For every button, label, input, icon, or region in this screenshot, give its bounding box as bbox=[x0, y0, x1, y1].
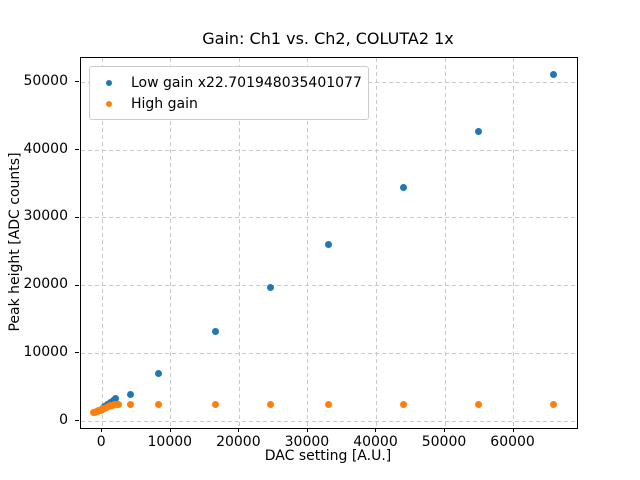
data-point-high-gain bbox=[267, 401, 275, 409]
plot-area: Low gain x22.701948035401077 High gain bbox=[80, 57, 578, 429]
x-tick-label: 20000 bbox=[216, 434, 261, 450]
x-tick-label: 10000 bbox=[147, 434, 193, 450]
y-tick bbox=[75, 284, 79, 286]
gridline-x bbox=[170, 58, 172, 428]
y-tick bbox=[75, 352, 79, 354]
data-point-high-gain bbox=[126, 401, 134, 409]
legend-label-high-gain: High gain bbox=[131, 95, 198, 112]
x-tick-label: 50000 bbox=[421, 434, 467, 450]
legend: Low gain x22.701948035401077 High gain bbox=[89, 66, 369, 120]
y-tick bbox=[75, 149, 79, 151]
x-tick bbox=[444, 428, 446, 432]
data-point-low-gain bbox=[400, 183, 408, 191]
y-tick bbox=[75, 81, 79, 83]
data-point-high-gain bbox=[211, 401, 219, 409]
x-tick bbox=[306, 428, 308, 432]
data-point-low-gain bbox=[324, 241, 332, 249]
gridline-x bbox=[444, 58, 446, 428]
legend-item-high-gain: High gain bbox=[90, 93, 368, 114]
x-tick-label: 60000 bbox=[490, 434, 535, 450]
gridline-x bbox=[375, 58, 377, 428]
legend-item-low-gain: Low gain x22.701948035401077 bbox=[90, 72, 368, 93]
gridline-y bbox=[81, 285, 577, 287]
gridline-y bbox=[81, 217, 577, 219]
data-point-high-gain bbox=[475, 401, 483, 409]
data-point-low-gain bbox=[475, 128, 483, 136]
legend-marker-high-gain bbox=[106, 100, 112, 107]
data-point-low-gain bbox=[211, 327, 219, 335]
y-axis-label: Peak height [ADC counts] bbox=[7, 152, 23, 332]
y-tick-label: 30000 bbox=[23, 208, 68, 225]
data-point-low-gain bbox=[112, 395, 120, 403]
data-point-low-gain bbox=[550, 71, 558, 79]
data-point-high-gain bbox=[114, 400, 122, 408]
x-tick-label: 40000 bbox=[353, 434, 398, 450]
y-tick-label: 10000 bbox=[23, 343, 68, 360]
x-tick-label: 0 bbox=[96, 434, 106, 450]
y-tick-label: 0 bbox=[59, 411, 68, 428]
y-tick-label: 50000 bbox=[23, 72, 68, 89]
chart-title: Gain: Ch1 vs. Ch2, COLUTA2 1x bbox=[202, 29, 454, 48]
x-tick bbox=[238, 428, 240, 432]
data-point-low-gain bbox=[154, 370, 162, 378]
y-tick bbox=[75, 420, 79, 422]
data-point-low-gain bbox=[267, 283, 275, 291]
y-tick bbox=[75, 216, 79, 218]
x-tick-label: 30000 bbox=[284, 434, 330, 450]
data-point-high-gain bbox=[154, 401, 162, 409]
legend-marker-low-gain bbox=[106, 79, 112, 86]
data-point-low-gain bbox=[126, 390, 134, 398]
gridline-x bbox=[307, 58, 309, 428]
gridline-x bbox=[238, 58, 240, 428]
gridline-y bbox=[81, 420, 577, 422]
data-point-high-gain bbox=[324, 401, 332, 409]
x-tick bbox=[512, 428, 514, 432]
y-tick-label: 40000 bbox=[23, 140, 68, 157]
gridline-x bbox=[101, 58, 103, 428]
gridline-y bbox=[81, 352, 577, 354]
x-tick bbox=[375, 428, 377, 432]
x-tick bbox=[169, 428, 171, 432]
data-point-high-gain bbox=[400, 401, 408, 409]
data-point-high-gain bbox=[550, 401, 558, 409]
y-tick-label: 20000 bbox=[23, 276, 68, 293]
legend-label-low-gain: Low gain x22.701948035401077 bbox=[131, 74, 362, 91]
gridline-y bbox=[81, 149, 577, 151]
x-axis-label: DAC setting [A.U.] bbox=[264, 448, 392, 464]
gridline-x bbox=[513, 58, 515, 428]
x-tick bbox=[101, 428, 103, 432]
